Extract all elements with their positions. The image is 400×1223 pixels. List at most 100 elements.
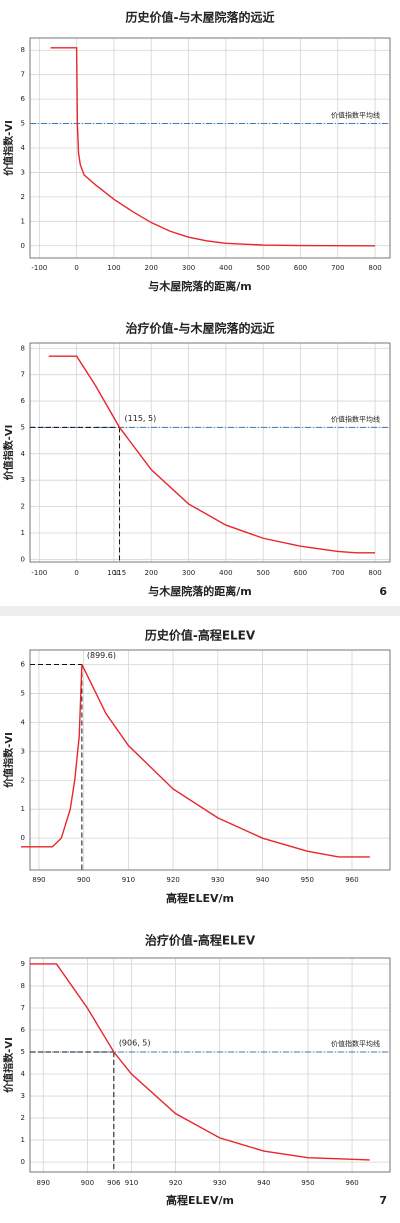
x-tick-label: 920 (166, 876, 179, 884)
x-tick-label: 930 (211, 876, 224, 884)
x-tick-label: 950 (301, 1179, 314, 1187)
y-tick-label: 0 (21, 242, 25, 250)
y-tick-label: 8 (21, 344, 25, 352)
y-tick-label: 3 (21, 476, 25, 484)
reference-label: 价值指数平均线 (331, 414, 380, 423)
y-axis-label: 价值指数-VI (2, 120, 15, 176)
x-tick-label: 400 (219, 264, 232, 272)
y-tick-label: 2 (21, 1114, 25, 1122)
y-tick-label: 4 (21, 450, 26, 458)
x-axis-label: 与木屋院落的距离/m (148, 279, 251, 293)
y-axis-label: 价值指数-VI (2, 732, 15, 788)
annotation-label: (115, 5) (125, 414, 157, 423)
y-tick-label: 2 (21, 503, 25, 511)
x-tick-label: -100 (31, 264, 47, 272)
x-tick-label: 300 (182, 264, 195, 272)
y-tick-label: 1 (21, 805, 25, 813)
y-tick-label: 4 (21, 718, 26, 726)
y-tick-label: 4 (21, 1070, 26, 1078)
x-tick-label: 950 (301, 876, 314, 884)
x-tick-label: 600 (294, 264, 307, 272)
x-tick-label: 300 (182, 569, 195, 577)
y-tick-label: 0 (21, 834, 25, 842)
annotation-label: (899.6) (87, 651, 116, 660)
x-axis-label: 与木屋院落的距离/m (148, 584, 251, 598)
data-line (21, 664, 370, 858)
x-tick-label: 890 (32, 876, 45, 884)
y-tick-label: 7 (21, 1004, 25, 1012)
x-tick-label: 700 (331, 569, 344, 577)
annotation-label: (906, 5) (119, 1039, 151, 1048)
data-line (30, 963, 370, 1161)
x-tick-label: 200 (145, 264, 158, 272)
x-tick-label: 100 (107, 264, 120, 272)
y-tick-label: 1 (21, 217, 25, 225)
y-tick-label: 6 (21, 1026, 26, 1034)
x-axis-label: 高程ELEV/m (166, 1193, 234, 1207)
reference-label: 价值指数平均线 (331, 1039, 380, 1048)
y-tick-label: 4 (21, 144, 26, 152)
x-tick-label: 930 (213, 1179, 226, 1187)
y-axis-label: 价值指数-VI (2, 425, 15, 481)
chart-title: 历史价值-与木屋院落的远近 (126, 10, 275, 25)
x-tick-label: 200 (145, 569, 158, 577)
y-tick-label: 3 (21, 747, 25, 755)
y-tick-label: 3 (21, 1092, 25, 1100)
data-line (48, 355, 376, 554)
x-tick-label: 910 (125, 1179, 138, 1187)
plot-frame (29, 37, 391, 259)
y-tick-label: 7 (21, 371, 25, 379)
y-tick-label: 6 (21, 397, 26, 405)
x-tick-label: 906 (107, 1179, 121, 1187)
x-tick-label: 940 (256, 876, 269, 884)
x-tick-label: 800 (368, 264, 381, 272)
x-tick-label: 900 (77, 876, 90, 884)
x-tick-label: 800 (368, 569, 381, 577)
y-tick-label: 8 (21, 46, 25, 54)
plot-frame (29, 957, 391, 1173)
page-number: 7 (379, 1194, 387, 1207)
y-tick-label: 6 (21, 95, 26, 103)
x-tick-label: 600 (294, 569, 307, 577)
y-tick-label: 7 (21, 71, 25, 79)
x-tick-label: 700 (331, 264, 344, 272)
separator (0, 606, 400, 616)
x-axis-label: 高程ELEV/m (166, 891, 234, 905)
y-tick-label: 2 (21, 193, 25, 201)
x-tick-label: 890 (37, 1179, 50, 1187)
x-tick-label: 940 (257, 1179, 270, 1187)
y-tick-label: 0 (21, 1158, 25, 1166)
plot-frame (29, 342, 391, 563)
chart-title: 历史价值-高程ELEV (145, 628, 256, 643)
x-tick-label: 500 (256, 264, 269, 272)
plot-frame (29, 649, 391, 871)
y-tick-label: 5 (21, 120, 25, 128)
y-tick-label: 5 (21, 689, 25, 697)
data-line (50, 47, 376, 247)
x-tick-label: 500 (256, 569, 269, 577)
y-tick-label: 2 (21, 776, 25, 784)
y-tick-label: 8 (21, 982, 25, 990)
y-tick-label: 5 (21, 423, 25, 431)
y-tick-label: 1 (21, 529, 25, 537)
chart-title: 治疗价值-与木屋院落的远近 (126, 321, 275, 336)
reference-label: 价值指数平均线 (331, 111, 380, 120)
x-tick-label: 0 (74, 264, 78, 272)
x-tick-label: -100 (31, 569, 47, 577)
x-tick-label: 400 (219, 569, 232, 577)
y-tick-label: 6 (21, 660, 26, 668)
x-tick-label: 115 (113, 569, 126, 577)
y-tick-label: 1 (21, 1136, 25, 1144)
x-tick-label: 960 (345, 876, 358, 884)
y-axis-label: 价值指数-VI (2, 1037, 15, 1093)
y-tick-label: 9 (21, 960, 25, 968)
y-tick-label: 5 (21, 1048, 25, 1056)
y-tick-label: 3 (21, 168, 25, 176)
x-tick-label: 900 (81, 1179, 94, 1187)
page-number: 6 (379, 585, 387, 598)
y-tick-label: 0 (21, 555, 25, 563)
x-tick-label: 0 (74, 569, 78, 577)
x-tick-label: 910 (122, 876, 135, 884)
